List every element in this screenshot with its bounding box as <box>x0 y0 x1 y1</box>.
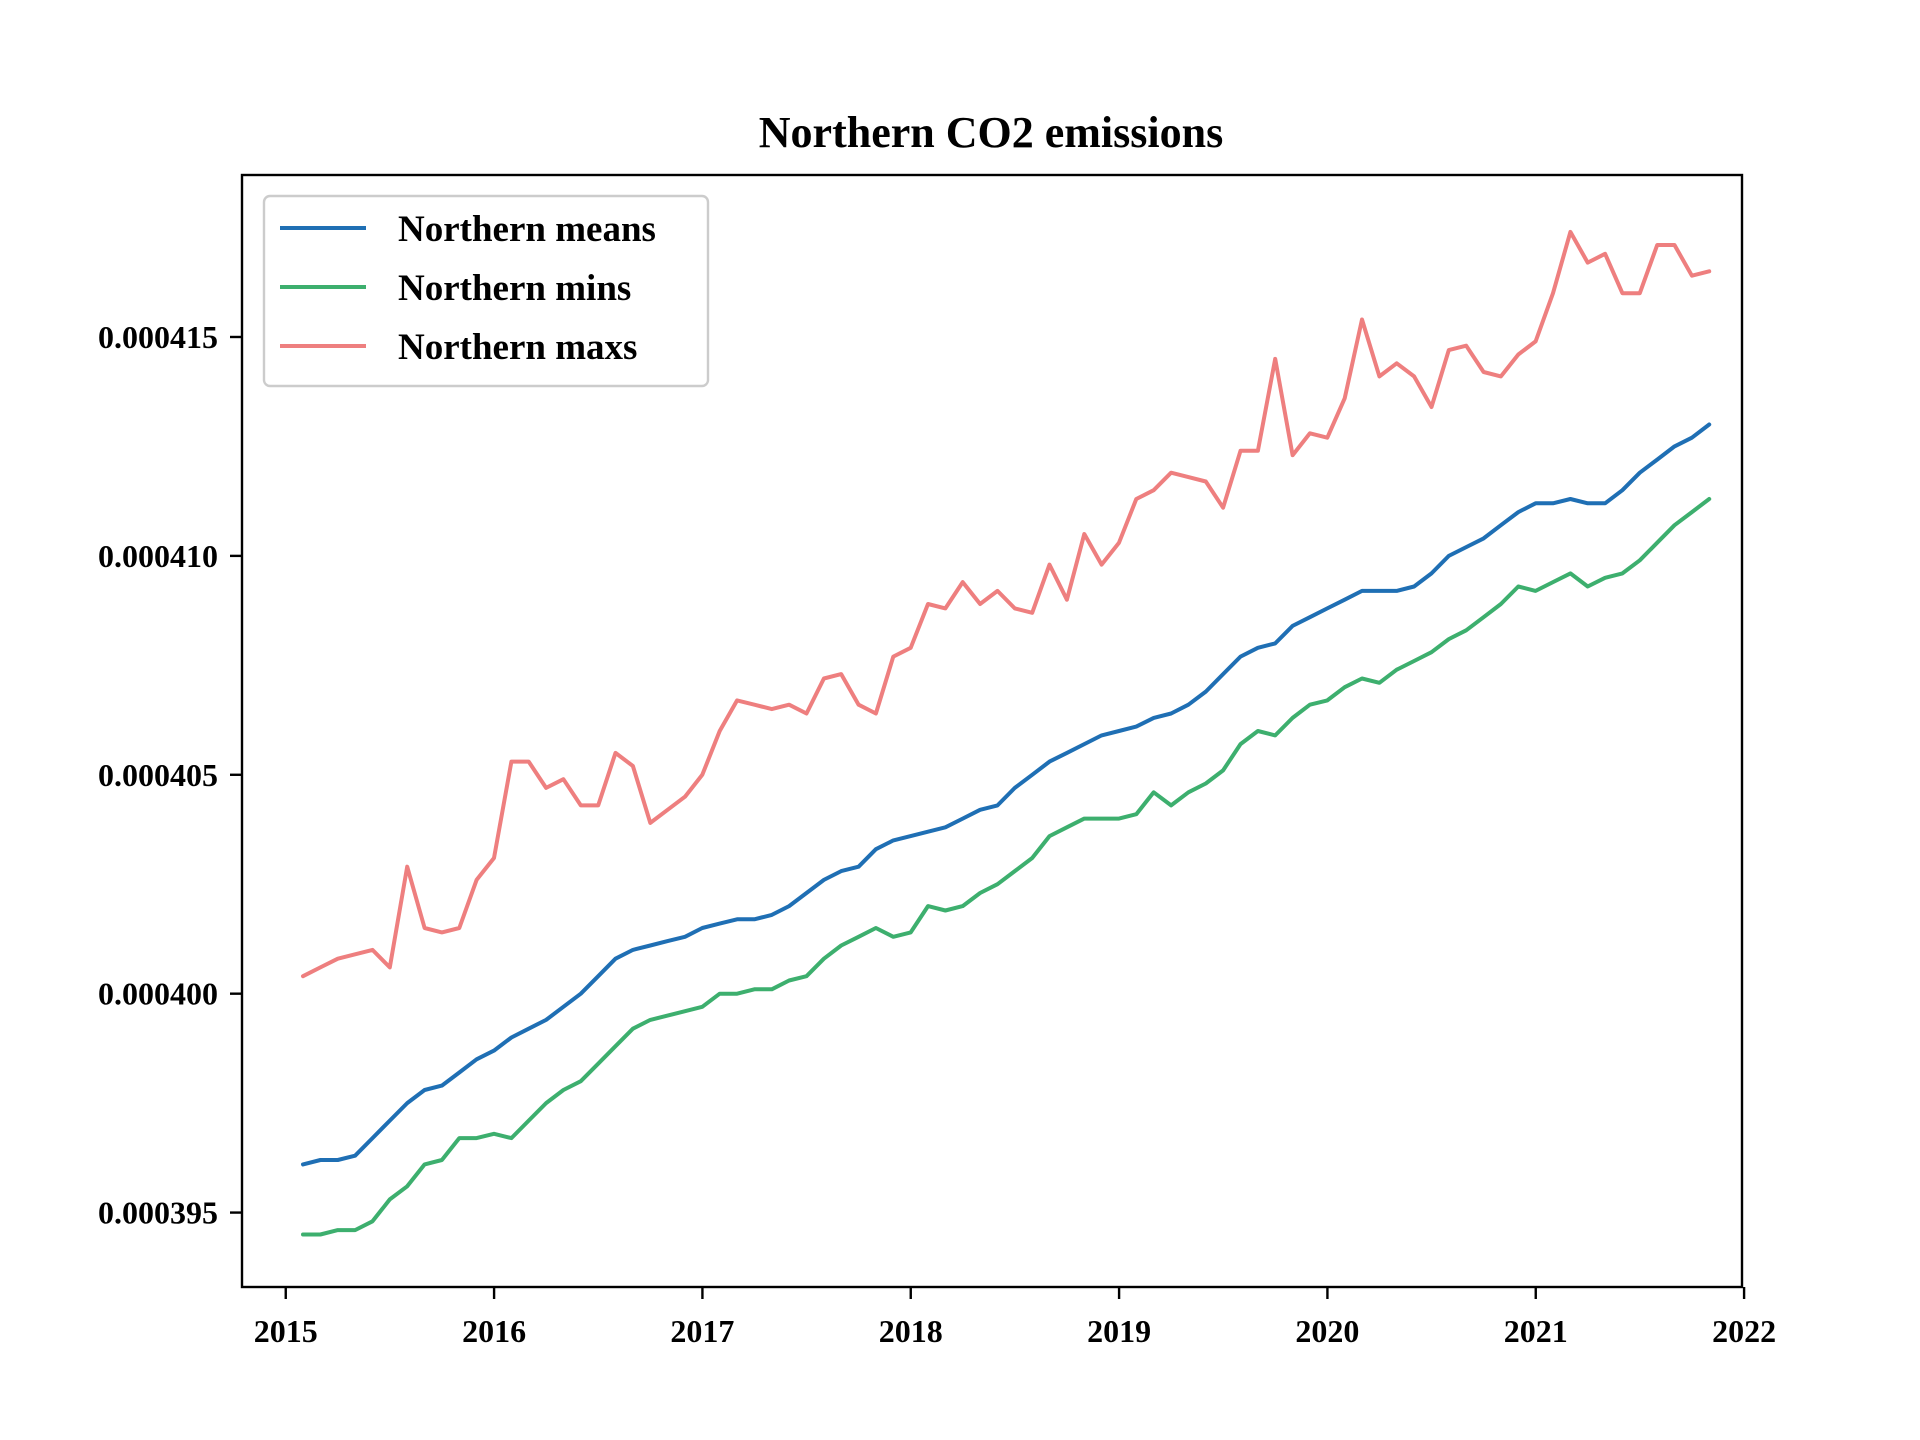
y-tick-label: 0.000410 <box>98 538 218 574</box>
series-line-3 <box>301 229 1712 979</box>
x-tick-label: 2019 <box>1087 1313 1151 1349</box>
y-tick-label: 0.000400 <box>98 976 218 1012</box>
x-tick-label: 2017 <box>670 1313 734 1349</box>
legend-box <box>262 194 710 388</box>
x-tick-label: 2022 <box>1712 1313 1776 1349</box>
x-tick-label: 2016 <box>462 1313 526 1349</box>
x-axis: 2015 2016 2017 2018 2019 2020 2021 2022 <box>254 1287 1776 1349</box>
x-tick-label: 2015 <box>254 1313 318 1349</box>
y-axis: 0.000395 0.000400 0.000405 0.000410 0.000415 <box>98 319 242 1231</box>
chart-title: Northern CO2 emissions <box>759 108 1223 157</box>
x-tick-label: 2020 <box>1295 1313 1359 1349</box>
series-line-2 <box>301 497 1712 1237</box>
series-line-1 <box>301 422 1712 1167</box>
y-tick-label: 0.000395 <box>98 1195 218 1231</box>
plot-frame <box>240 173 1744 1289</box>
legend: Northern means Northern mins Northern maxs <box>262 194 710 388</box>
y-tick-label: 0.000405 <box>98 757 218 793</box>
legend-label: Northern means <box>398 209 656 250</box>
legend-label: Northern maxs <box>398 327 637 368</box>
y-tick-label: 0.000415 <box>98 319 218 355</box>
legend-label: Northern mins <box>398 268 631 309</box>
x-tick-label: 2021 <box>1504 1313 1568 1349</box>
x-tick-label: 2018 <box>879 1313 943 1349</box>
plot-area <box>301 229 1712 1237</box>
